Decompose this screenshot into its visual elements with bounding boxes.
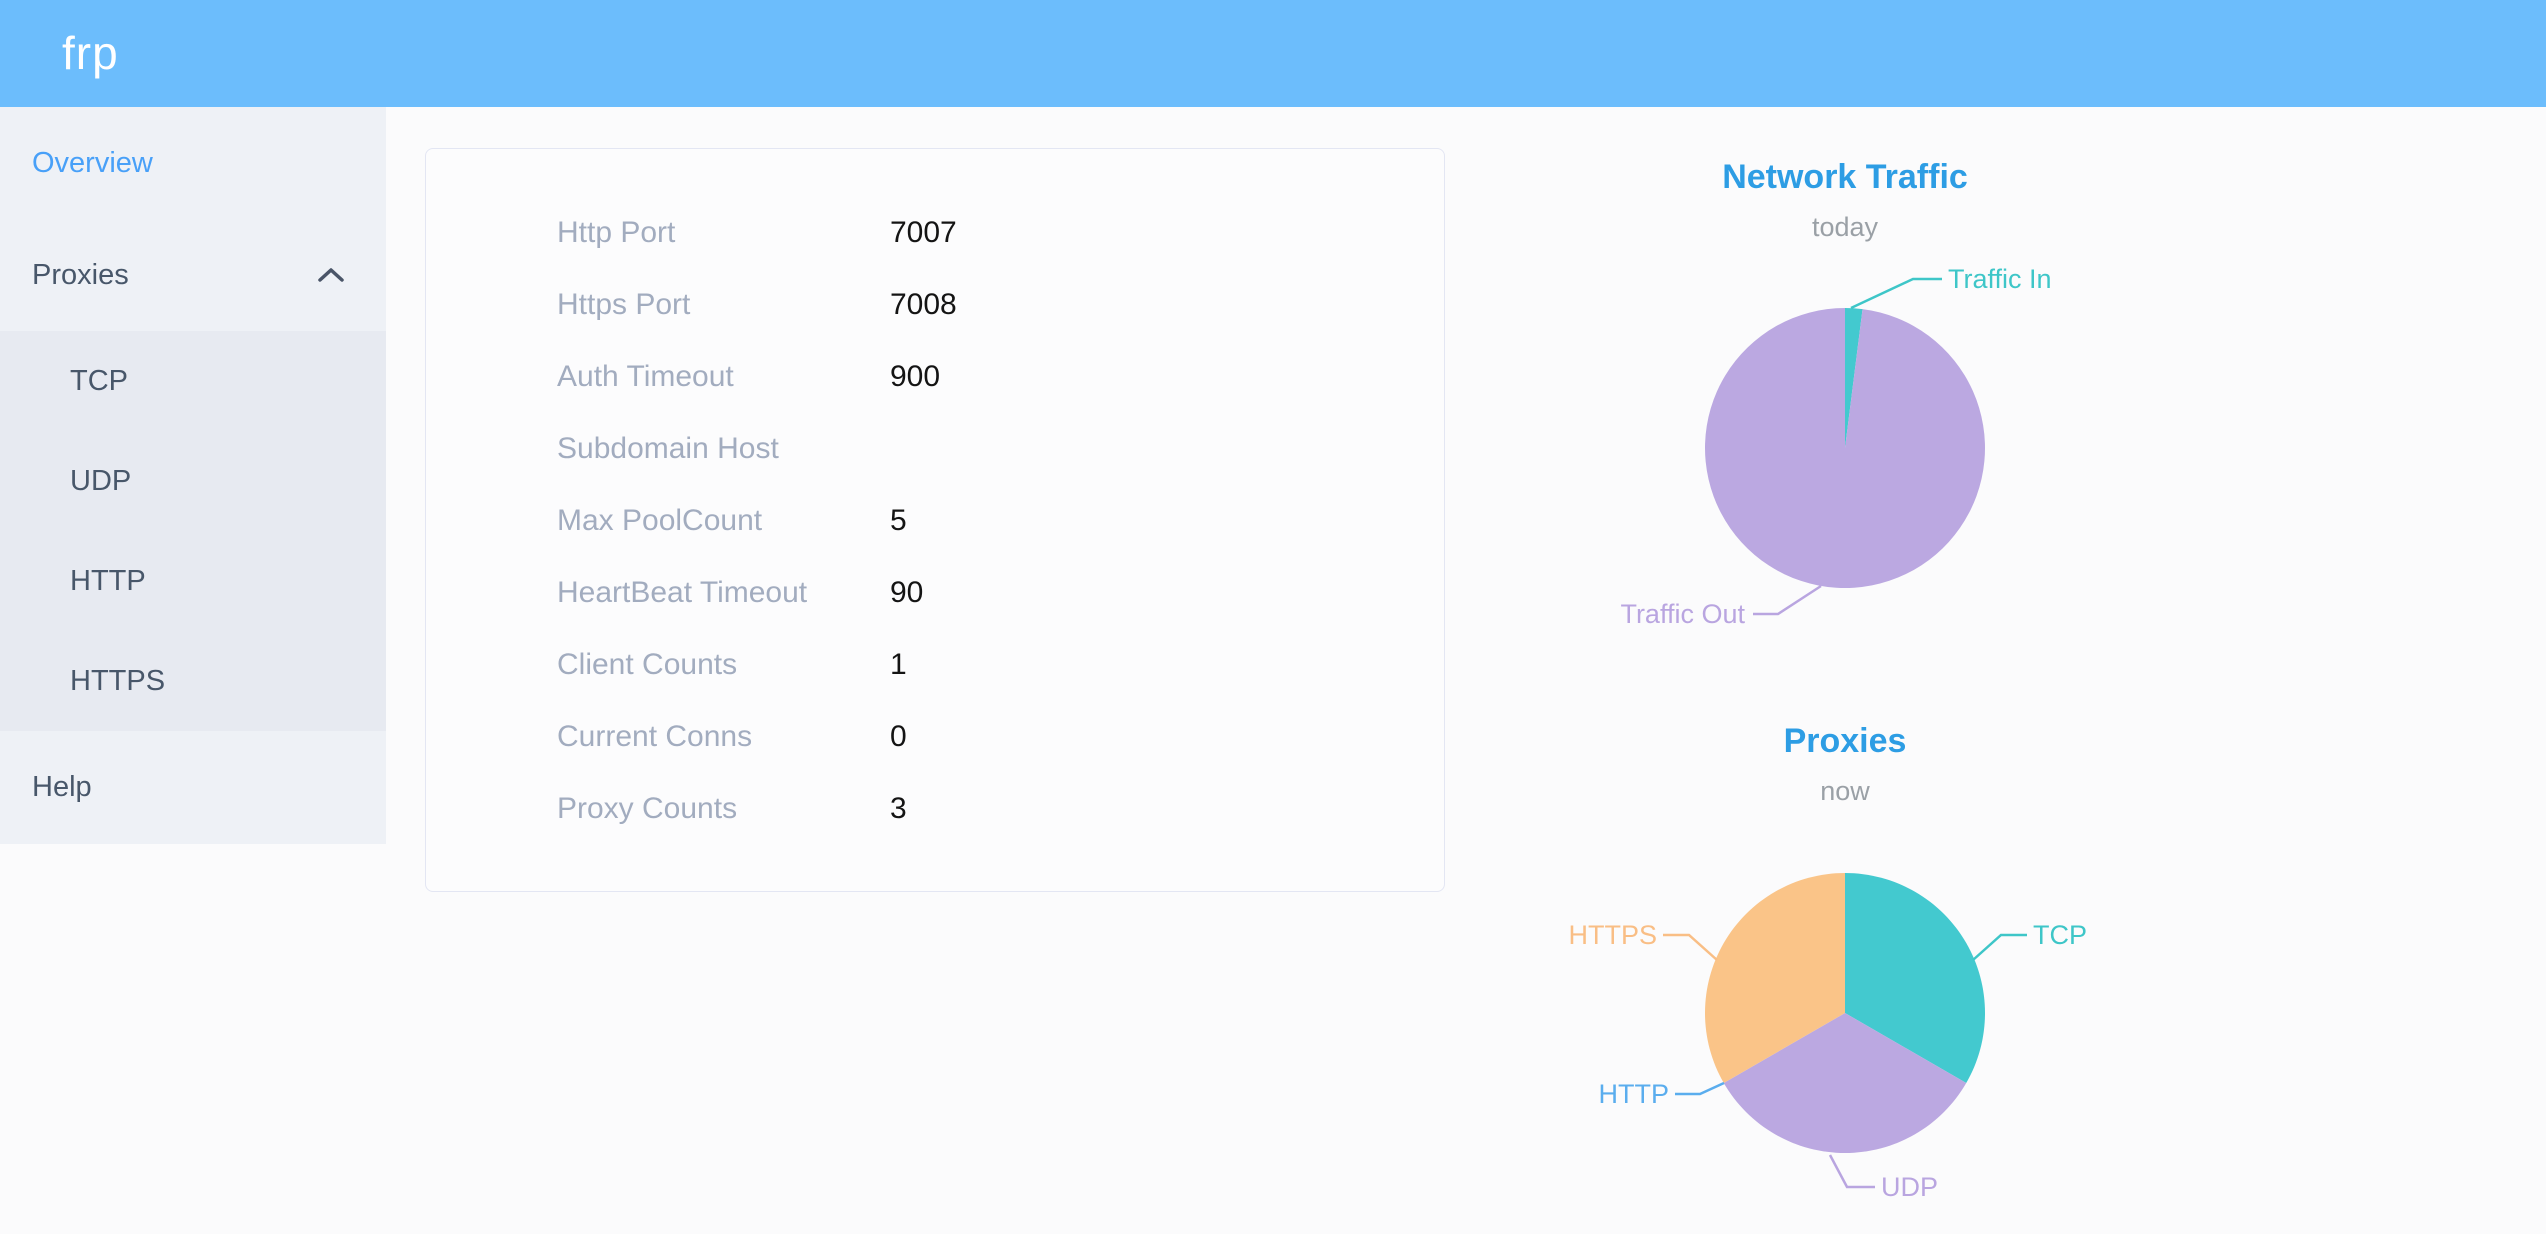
config-value: 5 <box>890 504 907 537</box>
config-value: 7008 <box>890 288 957 321</box>
config-row-proxy-counts: Proxy Counts 3 <box>426 773 1444 845</box>
sidebar-item-tcp[interactable]: TCP <box>0 331 386 431</box>
config-label: Max PoolCount <box>557 504 763 537</box>
pie-label-udp: UDP <box>1881 1172 1938 1202</box>
chevron-up-icon <box>318 268 344 282</box>
app-logo: frp <box>62 27 119 79</box>
config-row-subdomain-host: Subdomain Host <box>426 413 1444 485</box>
config-value: 90 <box>890 576 924 609</box>
config-label: Proxy Counts <box>557 792 738 825</box>
sidebar-item-help[interactable]: Help <box>0 731 386 843</box>
sidebar-item-label: Overview <box>32 147 153 179</box>
config-label: Http Port <box>557 216 676 249</box>
proxies-chart: Proxies now TCP HTTPS HTTP UDP <box>1568 722 2087 1202</box>
chart-subtitle: now <box>1820 776 1870 806</box>
config-row-auth-timeout: Auth Timeout 900 <box>426 341 1444 413</box>
config-row-current-conns: Current Conns 0 <box>426 701 1444 773</box>
pie-label-traffic-out: Traffic Out <box>1620 599 1745 629</box>
config-row-max-poolcount: Max PoolCount 5 <box>426 485 1444 557</box>
config-label: Subdomain Host <box>557 432 779 465</box>
sidebar-menu: Overview Proxies TCP UDP HTTP HTTPS Help <box>0 107 386 844</box>
pie-slice-traffic-out[interactable] <box>1705 308 1986 588</box>
sidebar-submenu-proxies: TCP UDP HTTP HTTPS <box>0 331 386 731</box>
pie-label-http: HTTP <box>1599 1079 1670 1109</box>
config-row-https-port: Https Port 7008 <box>426 269 1444 341</box>
traffic-out-leader-line <box>1753 584 1822 616</box>
chart-title: Proxies <box>1784 722 1907 760</box>
traffic-in-leader-line <box>1850 277 1942 310</box>
config-label: Https Port <box>557 288 691 321</box>
sidebar-item-label: Proxies <box>32 259 129 291</box>
pie-slice-tcp[interactable] <box>1845 873 1985 1083</box>
config-value: 1 <box>890 648 907 681</box>
pie-label-tcp: TCP <box>2033 920 2087 950</box>
network-traffic-chart: Network Traffic today Traffic In Traffic… <box>1620 158 2052 629</box>
sidebar-item-label: HTTPS <box>70 665 166 697</box>
sidebar-item-proxies[interactable]: Proxies <box>0 219 386 331</box>
config-rows: Http Port 7007 Https Port 7008 Auth Time… <box>426 149 1444 845</box>
sidebar-item-https[interactable]: HTTPS <box>0 631 386 731</box>
chart-subtitle: today <box>1812 212 1879 242</box>
pie-slice-https[interactable] <box>1705 873 1845 1083</box>
config-row-http-port: Http Port 7007 <box>426 197 1444 269</box>
tcp-leader-line <box>1972 933 2027 961</box>
config-label: Current Conns <box>557 720 753 753</box>
server-config-card: Http Port 7007 Https Port 7008 Auth Time… <box>425 148 1445 892</box>
app-header: frp <box>0 0 2546 107</box>
proxies-pie-slices <box>1705 873 1985 1153</box>
config-value: 3 <box>890 792 907 825</box>
chart-title: Network Traffic <box>1722 158 1968 196</box>
config-value: 0 <box>890 720 907 753</box>
sidebar-item-label: HTTP <box>70 565 146 597</box>
config-label: Client Counts <box>557 648 738 681</box>
config-row-heartbeat-timeout: HeartBeat Timeout 90 <box>426 557 1444 629</box>
network-traffic-pie-slices <box>1705 308 1986 588</box>
sidebar-item-http[interactable]: HTTP <box>0 531 386 631</box>
pie-label-https: HTTPS <box>1568 920 1657 950</box>
config-value: 7007 <box>890 216 957 249</box>
sidebar-item-overview[interactable]: Overview <box>0 107 386 219</box>
pie-label-traffic-in: Traffic In <box>1948 264 2052 294</box>
http-leader-line <box>1675 1081 1725 1096</box>
udp-leader-line <box>1828 1154 1875 1189</box>
sidebar-item-label: Help <box>32 771 92 803</box>
https-leader-line <box>1663 933 1718 961</box>
sidebar-item-udp[interactable]: UDP <box>0 431 386 531</box>
sidebar-item-label: TCP <box>70 365 128 397</box>
config-label: HeartBeat Timeout <box>557 576 808 609</box>
config-label: Auth Timeout <box>557 360 734 393</box>
config-value: 900 <box>890 360 941 393</box>
pie-slice-traffic-in[interactable] <box>1845 308 1863 448</box>
config-row-client-counts: Client Counts 1 <box>426 629 1444 701</box>
sidebar-item-label: UDP <box>70 465 132 497</box>
